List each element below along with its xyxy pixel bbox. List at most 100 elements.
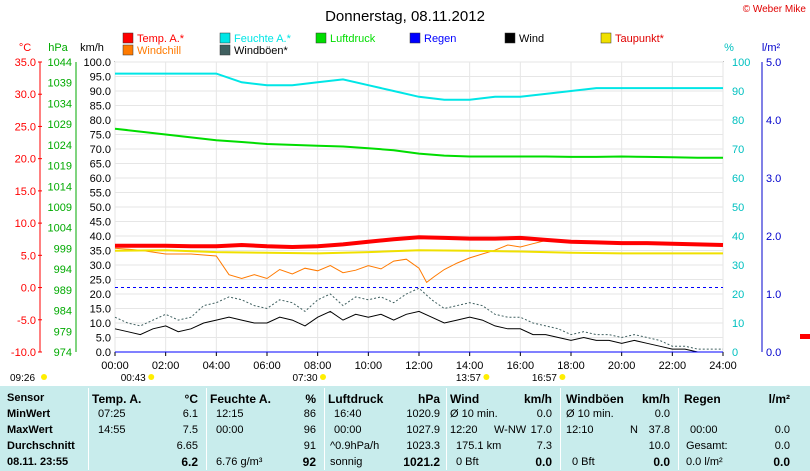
hum-header: Feuchte A.: [210, 392, 271, 406]
rain-total-label: Gesamt:: [686, 440, 728, 452]
pressure-tick: 994: [54, 264, 72, 276]
wind-tick: 85.0: [90, 101, 111, 113]
statistics-table: Sensor MinWert MaxWert Durchschnitt 08.1…: [0, 386, 810, 471]
temp-tick: 35.0: [15, 57, 36, 69]
pres-max: 1027.9: [406, 424, 440, 436]
rain-header: Regen: [684, 392, 721, 406]
wind-max: 17.0: [530, 424, 552, 436]
pres-min: 1020.9: [406, 408, 440, 420]
temp-max-time: 14:55: [98, 424, 126, 436]
pressure-tick: 1039: [48, 78, 72, 90]
pressure-tick: 1029: [48, 119, 72, 131]
humidity-axis-label: %: [724, 42, 734, 54]
pres-current: 1021.2: [403, 455, 440, 469]
row-label-sensor: Sensor: [7, 392, 45, 404]
hum-min: 86: [303, 408, 316, 420]
humidity-tick: 40: [732, 231, 744, 243]
temp-axis-label: °C: [19, 42, 31, 54]
x-tick: 22:00: [659, 360, 687, 372]
wind-tick: 35.0: [90, 246, 111, 258]
pressure-tick: 1009: [48, 202, 72, 214]
gust-min: 0.0: [654, 408, 670, 420]
pressure-tick: 1004: [48, 223, 72, 235]
legend-label: Feuchte A.*: [234, 33, 292, 45]
pressure-tick: 979: [54, 326, 72, 338]
wind-tick: 50.0: [90, 202, 111, 214]
pressure-tick: 1044: [48, 57, 72, 69]
x-tick: 06:00: [253, 360, 281, 372]
temp-max: 7.5: [182, 424, 198, 436]
wind-tick: 30.0: [90, 260, 111, 272]
gust-max-time: 12:10: [566, 424, 594, 436]
legend-label: Windchill: [137, 45, 181, 57]
weather-chart: Donnerstag, 08.11.2012 © Weber Mike Temp. …: [10, 4, 810, 384]
time-marker: 07:30: [292, 373, 317, 384]
legend-swatch: [600, 32, 612, 44]
humidity-column: Feuchte A. % 12:15 86 00:00 96 91 6.76 g…: [210, 386, 320, 471]
wind-tick: 70.0: [90, 144, 111, 156]
copyright-label: © Weber Mike: [743, 4, 807, 15]
pres-header: Luftdruck: [328, 392, 384, 406]
rain-tick: 1.0: [766, 289, 781, 301]
wind-tick: 75.0: [90, 130, 111, 142]
legend-swatch: [315, 32, 327, 44]
rain-tick: 3.0: [766, 173, 781, 185]
wind-tick: 65.0: [90, 159, 111, 171]
legend-label: Luftdruck: [330, 33, 376, 45]
temp-min: 6.1: [182, 408, 198, 420]
humidity-tick: 20: [732, 289, 744, 301]
pressure-tick: 1034: [48, 98, 72, 110]
time-marker-dot: [41, 374, 47, 380]
humidity-tick: 10: [732, 318, 744, 330]
chart-title: Donnerstag, 08.11.2012: [325, 8, 485, 25]
hum-max: 96: [303, 424, 316, 436]
temp-current: 6.2: [181, 455, 198, 469]
wind-tick: 25.0: [90, 275, 111, 287]
wind-current: 0.0: [535, 455, 552, 469]
wind-tick: 60.0: [90, 173, 111, 185]
x-tick: 24:00: [709, 360, 737, 372]
humidity-tick: 0: [732, 347, 738, 359]
legend-label: Taupunkt*: [615, 33, 665, 45]
rain-max-time: 00:00: [690, 424, 718, 436]
wind-tick: 5.0: [96, 333, 111, 345]
x-tick: 18:00: [557, 360, 585, 372]
dewpoint-line: [114, 249, 723, 255]
time-marker-dot: [483, 374, 490, 380]
legend-swatch: [122, 32, 134, 44]
legend-label: Temp. A.*: [137, 33, 185, 45]
wind-tick: 0.0: [96, 347, 111, 359]
time-marker: 13:57: [456, 373, 481, 384]
gust-max: 37.8: [648, 424, 670, 436]
legend-swatch: [219, 32, 231, 44]
gust-avg: 10.0: [648, 440, 670, 452]
time-marker: 16:57: [532, 373, 557, 384]
x-tick: 02:00: [152, 360, 180, 372]
temp-tick: 20.0: [15, 154, 36, 166]
pressure-tick: 974: [54, 347, 72, 359]
pressure-axis-label: hPa: [48, 42, 68, 54]
pressure-tick: 999: [54, 243, 72, 255]
rain-max: 0.0: [774, 424, 790, 436]
rain-tick: 0.0: [766, 347, 781, 359]
humidity-line: [115, 72, 723, 101]
wind-tick: 100.0: [83, 57, 111, 69]
pressure-tick: 984: [54, 306, 72, 318]
temp-tick: 10.0: [15, 218, 36, 230]
temp-column: Temp. A. °C 07:25 6.1 14:55 7.5 6.65 6.2: [92, 386, 202, 471]
row-label-min: MinWert: [7, 408, 51, 420]
pres-weather: sonnig: [330, 456, 363, 468]
windchill-line: [114, 240, 546, 284]
pressure-tick: 989: [54, 285, 72, 297]
hum-abs: 6.76 g/m³: [216, 456, 263, 468]
wind-tick: 55.0: [90, 188, 111, 200]
temp-tick: -10.0: [11, 347, 36, 359]
wind-tick: 10.0: [90, 318, 111, 330]
gust-header: Windböen: [566, 392, 624, 406]
wind-min-label: Ø 10 min.: [450, 408, 498, 420]
humidity-tick: 80: [732, 115, 744, 127]
wind-tick: 45.0: [90, 217, 111, 229]
pres-trend: ^0.9hPa/h: [330, 440, 380, 452]
hum-current: 92: [302, 455, 316, 469]
humidity-tick: 70: [732, 144, 744, 156]
